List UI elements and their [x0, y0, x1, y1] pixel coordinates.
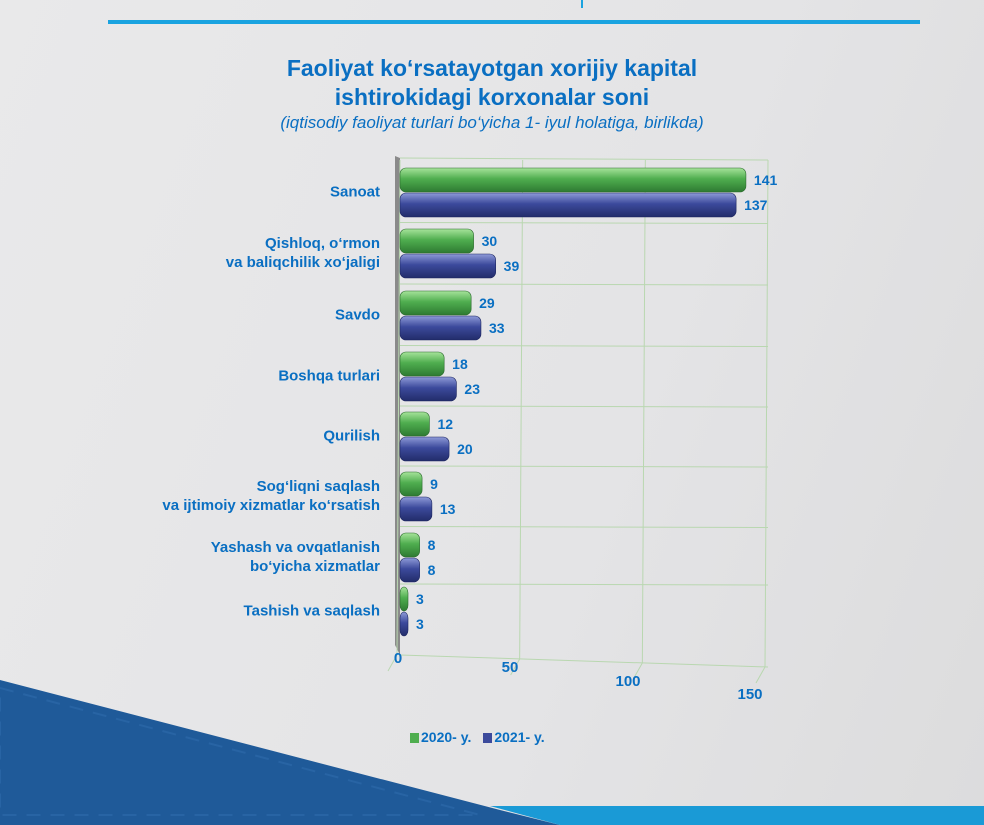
bar-2021-6 — [399, 557, 420, 583]
legend-swatch-2020 — [410, 733, 419, 743]
grid-line-150 — [764, 159, 769, 668]
grid-separator — [399, 222, 769, 224]
bar-2021-0 — [399, 192, 737, 218]
category-label-line: Qurilish — [323, 427, 380, 445]
category-label-line: Qishloq, o‘rmon — [265, 235, 380, 252]
chart-title-line-2: ishtirokidagi korxonalar soni — [334, 84, 650, 110]
category-label: Sog‘liqni saqlash va ijtimoiy xizmatlar k… — [162, 477, 380, 515]
category-label: Boshqa turlari — [278, 367, 380, 386]
x-tick-label-50: 50 — [502, 659, 519, 676]
category-label: Tashish va saqlash — [244, 602, 380, 621]
data-label: 29 — [479, 295, 495, 311]
category-label: Sanoat — [330, 183, 380, 202]
category-label-line: Sog‘liqni saqlash — [256, 478, 380, 495]
legend-item-2020: 2020- y. — [410, 729, 471, 745]
category-label-line: Tashish va saqlash — [243, 602, 380, 620]
chart-subtitle: (iqtisodiy faoliyat turlari bo‘yicha 1- … — [280, 113, 704, 132]
bar-2020-7 — [399, 586, 409, 612]
chart-title-line-1: Faoliyat ko‘rsatayotgan xorijiy kapital — [286, 55, 698, 81]
data-label: 9 — [430, 476, 438, 492]
grid-separator — [399, 465, 769, 468]
legend-swatch-2021 — [483, 733, 493, 743]
grid-top — [399, 157, 769, 161]
bar-2020-1 — [399, 228, 474, 254]
data-label: 20 — [457, 441, 473, 457]
bar-2021-4 — [399, 436, 450, 462]
bar-2021-1 — [399, 253, 496, 279]
data-label: 33 — [489, 320, 505, 336]
data-label: 141 — [754, 172, 778, 188]
ornament-strip — [490, 806, 984, 825]
category-label: Yashash va ovqatlanish bo‘yicha xizmatlar — [211, 538, 380, 576]
data-label: 3 — [416, 616, 424, 632]
legend-item-2021: 2021- y. — [483, 729, 545, 745]
data-label: 8 — [428, 562, 436, 578]
grid-separator — [399, 405, 769, 408]
tick-mark-150 — [755, 666, 766, 684]
category-label: Savdo — [335, 306, 380, 325]
data-label: 13 — [440, 501, 456, 517]
category-label-line: bo‘yicha xizmatlar — [249, 558, 380, 575]
data-label: 18 — [452, 356, 468, 372]
tick-mark-50 — [510, 658, 521, 676]
grid-separator — [399, 345, 769, 347]
tick-mark-100 — [632, 662, 643, 680]
bar-2021-5 — [399, 496, 433, 522]
category-label-line: va ijtimoiy xizmatlar ko‘rsatish — [162, 497, 380, 514]
category-label-line: Sanoat — [329, 183, 380, 201]
x-tick-label-100: 100 — [615, 673, 640, 690]
data-label: 30 — [482, 233, 498, 249]
bar-2020-6 — [399, 532, 420, 558]
data-label: 23 — [464, 381, 480, 397]
data-label: 8 — [428, 537, 436, 553]
category-label-line: Yashash va ovqatlanish — [210, 539, 380, 556]
grid-separator — [399, 526, 769, 528]
grid-separator — [399, 583, 769, 586]
ornament-band — [0, 680, 560, 825]
bar-2021-2 — [399, 315, 482, 341]
grid-separator — [399, 283, 769, 286]
bar-2020-4 — [399, 411, 430, 437]
tick-mark-0 — [387, 654, 398, 672]
bar-2021-7 — [399, 611, 409, 637]
x-tick-label-0: 0 — [394, 650, 402, 667]
data-label: 137 — [744, 197, 768, 213]
bar-2021-3 — [399, 376, 457, 402]
category-label: Qurilish — [323, 427, 380, 446]
data-label: 12 — [437, 416, 453, 432]
category-label-line: Savdo — [334, 306, 380, 324]
bar-2020-2 — [399, 290, 472, 316]
x-tick-label-150: 150 — [737, 686, 762, 703]
bar-2020-5 — [399, 471, 423, 497]
data-label: 3 — [416, 591, 424, 607]
grid-line-50 — [519, 159, 524, 660]
bar-2020-3 — [399, 351, 445, 377]
category-label-line: va baliqchilik xo‘jaligi — [225, 254, 380, 271]
axis-wall — [395, 156, 400, 655]
bar-2020-0 — [399, 167, 747, 193]
category-label: Qishloq, o‘rmon va baliqchilik xo‘jaligi — [226, 234, 380, 272]
grid-line-100 — [641, 159, 646, 664]
grid-bottom — [399, 654, 769, 668]
data-label: 39 — [504, 258, 520, 274]
chart-title: Faoliyat ko‘rsatayotgan xorijiy kapital … — [0, 54, 984, 112]
category-label-line: Boshqa turlari — [278, 367, 380, 385]
legend: 2020- y. 2021- y. — [410, 729, 545, 745]
grid-line-0 — [396, 159, 401, 656]
